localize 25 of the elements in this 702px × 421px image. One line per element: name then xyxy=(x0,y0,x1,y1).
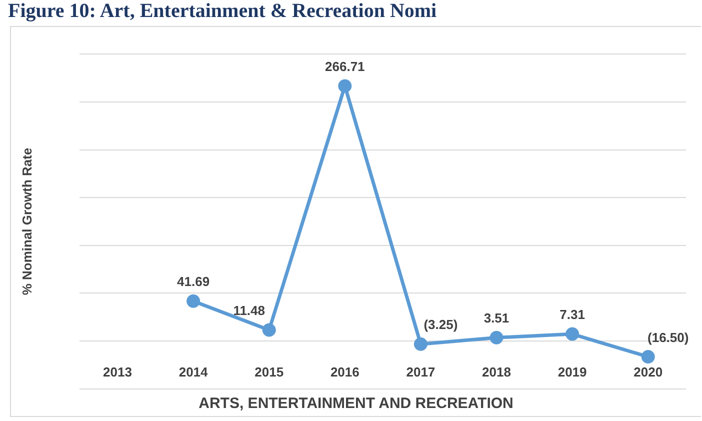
x-tick-label: 2016 xyxy=(330,364,360,380)
data-label: 41.69 xyxy=(177,274,210,290)
point xyxy=(641,350,655,364)
point xyxy=(262,323,276,337)
data-label: 3.51 xyxy=(484,310,510,326)
data-label: 11.48 xyxy=(233,303,266,318)
x-tick-label: 2014 xyxy=(178,364,209,380)
data-label: (3.25) xyxy=(424,317,458,332)
chart-title: Figure 10: Art, Entertainment & Recreation Nomi xyxy=(7,0,438,24)
x-tick-label: 2019 xyxy=(558,364,587,380)
data-label: (16.50) xyxy=(648,330,689,345)
x-tick-label: 2013 xyxy=(103,364,132,380)
x-tick-label: 2015 xyxy=(254,364,284,380)
point xyxy=(566,327,580,341)
point xyxy=(414,337,428,351)
data-label: 266.71 xyxy=(325,59,365,74)
point xyxy=(186,294,200,308)
x-tick-label: 2018 xyxy=(482,364,511,380)
x-tick-label: 2020 xyxy=(634,364,663,380)
data-label: 7.31 xyxy=(560,307,585,322)
x-axis-title: ARTS, ENTERTAINMENT AND RECREATION xyxy=(198,395,514,412)
point xyxy=(490,330,504,344)
y-axis-title: % Nominal Growth Rate xyxy=(19,148,34,296)
x-tick-label: 2017 xyxy=(406,364,436,380)
point xyxy=(338,79,352,93)
